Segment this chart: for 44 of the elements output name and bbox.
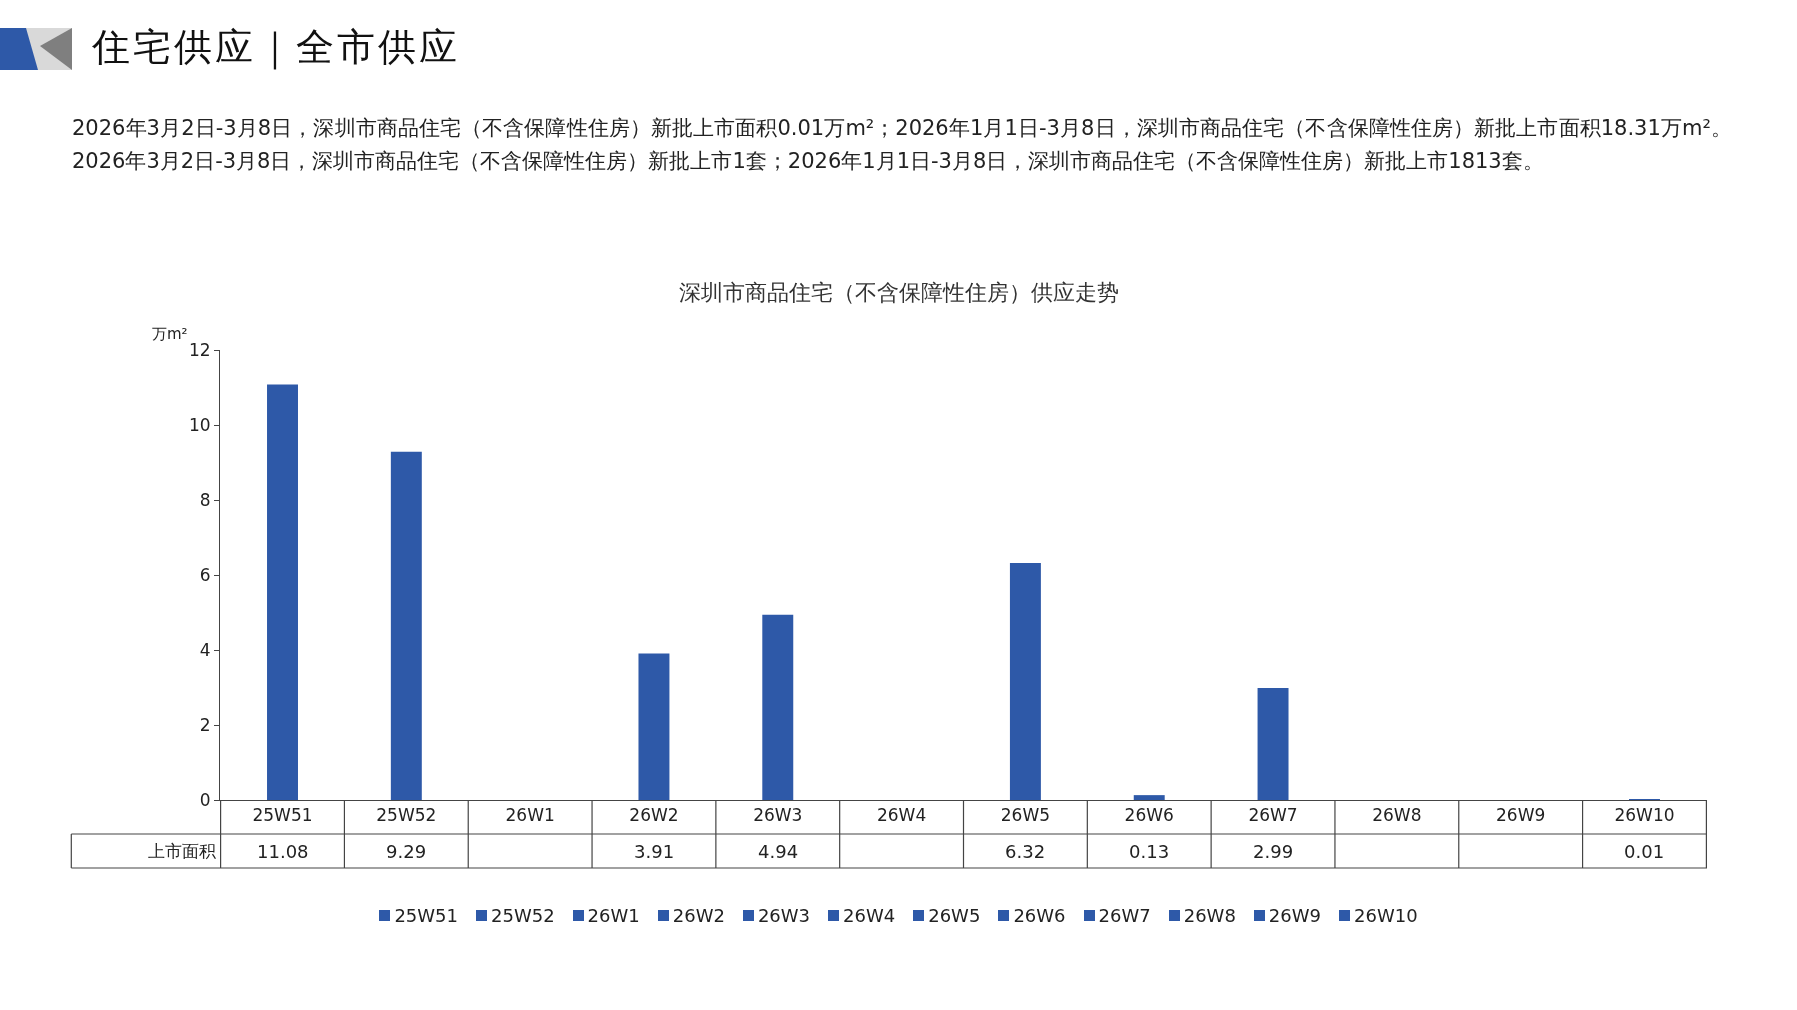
y-tick-label: 6 bbox=[199, 564, 211, 585]
x-tick-label: 26W8 bbox=[1372, 805, 1422, 826]
category-label: 26W7 bbox=[1098, 905, 1151, 926]
category-label: 26W6 bbox=[1013, 905, 1066, 926]
x-tick-label: 26W5 bbox=[1000, 805, 1051, 826]
y-tick-label: 2 bbox=[199, 714, 211, 735]
x-tick-label: 25W51 bbox=[252, 805, 313, 826]
x-tick-label: 25W52 bbox=[376, 805, 437, 826]
text: 住宅供应｜全市供应 bbox=[92, 24, 460, 72]
data-label: 9.29 bbox=[386, 841, 427, 862]
x-tick-label: 26W4 bbox=[876, 805, 927, 826]
x-tick-label: 26W6 bbox=[1124, 805, 1174, 826]
y-axis-title: 万m² bbox=[152, 325, 188, 343]
x-tick-label: 26W3 bbox=[753, 805, 803, 826]
text: 上市面积 bbox=[148, 841, 216, 861]
category-label: 26W4 bbox=[843, 905, 896, 926]
category-label: 26W10 bbox=[1354, 905, 1418, 926]
data-label: 0.13 bbox=[1129, 841, 1170, 862]
data-label: 11.08 bbox=[257, 841, 309, 862]
data-label: 3.91 bbox=[634, 841, 675, 862]
x-tick-label: 26W10 bbox=[1614, 805, 1675, 826]
y-tick-label: 0 bbox=[199, 789, 211, 810]
x-tick-label: 26W9 bbox=[1496, 805, 1546, 826]
category-label: 26W3 bbox=[757, 905, 811, 926]
category-label: 26W9 bbox=[1268, 905, 1321, 926]
y-tick-label: 8 bbox=[199, 489, 211, 510]
data-label: 2.99 bbox=[1253, 841, 1294, 862]
y-tick-label: 4 bbox=[199, 639, 211, 660]
x-tick-label: 26W2 bbox=[629, 805, 679, 826]
x-tick-label: 26W1 bbox=[505, 805, 555, 826]
data-label: 0.01 bbox=[1624, 841, 1665, 862]
data-label: 4.94 bbox=[758, 841, 799, 862]
category-label: 25W52 bbox=[490, 905, 555, 926]
x-tick-label: 26W7 bbox=[1248, 805, 1298, 826]
category-label: 26W5 bbox=[928, 905, 981, 926]
y-tick-label: 10 bbox=[188, 414, 211, 435]
text: 2026年3月2日-3月8日，深圳市商品住宅（不含保障性住房）新批上市面积0.01万m²；2026年1月1日-3月8日，深圳市商品住宅（不含保障性住房）新批上市面积18.31万m²。2026年3月2日-3月8日，深圳市商品住宅（不含保障性住房）新批上市1套；2026年1月1日-3月8日，深圳市商品住宅（不含保障性住房）新批上市1813套。 bbox=[72, 115, 1732, 175]
category-label: 26W2 bbox=[672, 905, 725, 926]
category-label: 26W1 bbox=[587, 905, 640, 926]
chart-title: 深圳市商品住宅（不含保障性住房）供应走势 bbox=[678, 280, 1119, 306]
y-tick-label: 12 bbox=[188, 339, 211, 360]
category-label: 26W8 bbox=[1183, 905, 1236, 926]
category-label: 25W51 bbox=[394, 905, 458, 926]
data-label: 6.32 bbox=[1005, 841, 1046, 862]
